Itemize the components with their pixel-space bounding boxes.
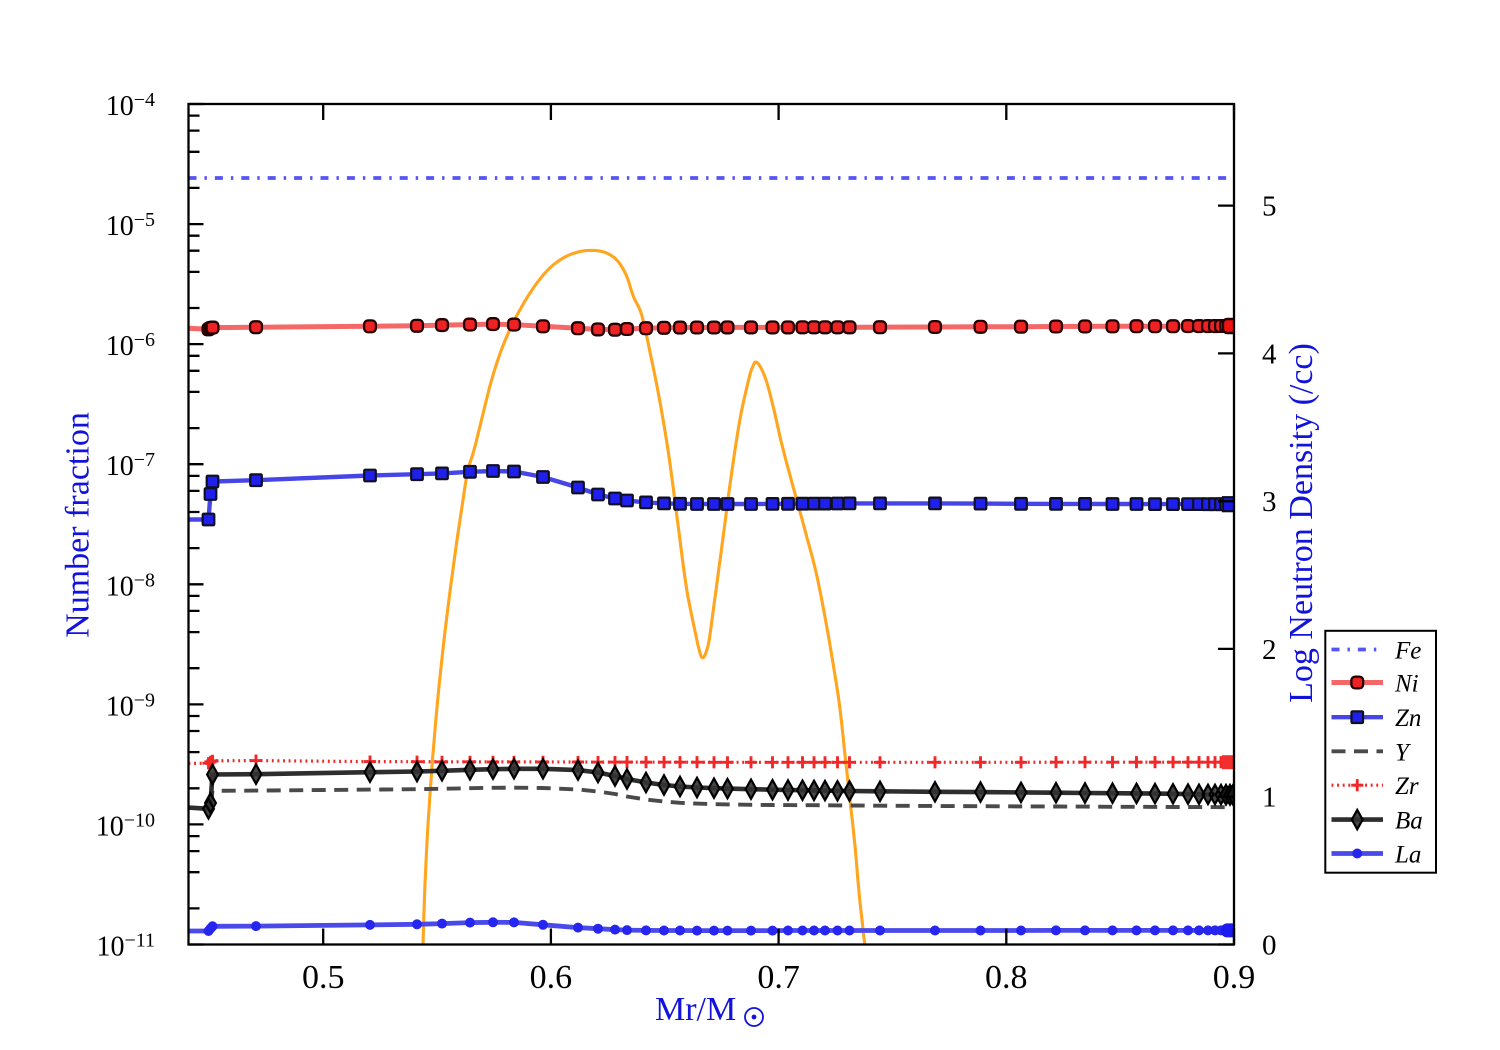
- svg-text:0.8: 0.8: [985, 959, 1028, 996]
- svg-text:1: 1: [1262, 782, 1277, 814]
- svg-text:Ba: Ba: [1395, 808, 1423, 835]
- svg-text:Fe: Fe: [1394, 638, 1421, 665]
- svg-text:Y: Y: [1395, 739, 1412, 766]
- svg-text:10−9: 10−9: [106, 689, 155, 722]
- svg-text:3: 3: [1262, 486, 1277, 518]
- svg-text:Number fraction: Number fraction: [60, 412, 97, 638]
- svg-text:Ni: Ni: [1394, 671, 1419, 698]
- svg-text:Zr: Zr: [1395, 773, 1419, 800]
- svg-text:Zn: Zn: [1395, 705, 1421, 732]
- svg-text:Log Neutron Density (/cc): Log Neutron Density (/cc): [1283, 343, 1320, 703]
- svg-text:0.9: 0.9: [1213, 959, 1256, 996]
- svg-text:2: 2: [1262, 634, 1277, 666]
- svg-text:5: 5: [1262, 191, 1277, 223]
- svg-text:0.7: 0.7: [757, 959, 800, 996]
- svg-text:0.5: 0.5: [302, 959, 345, 996]
- svg-text:4: 4: [1262, 338, 1277, 370]
- svg-text:0: 0: [1262, 930, 1277, 962]
- svg-text:10−6: 10−6: [106, 329, 155, 362]
- svg-text:Mr/M: Mr/M: [655, 991, 736, 1028]
- svg-text:0.6: 0.6: [530, 959, 573, 996]
- svg-text:10−8: 10−8: [106, 569, 155, 602]
- svg-text:10−4: 10−4: [106, 89, 155, 122]
- svg-text:La: La: [1394, 842, 1421, 869]
